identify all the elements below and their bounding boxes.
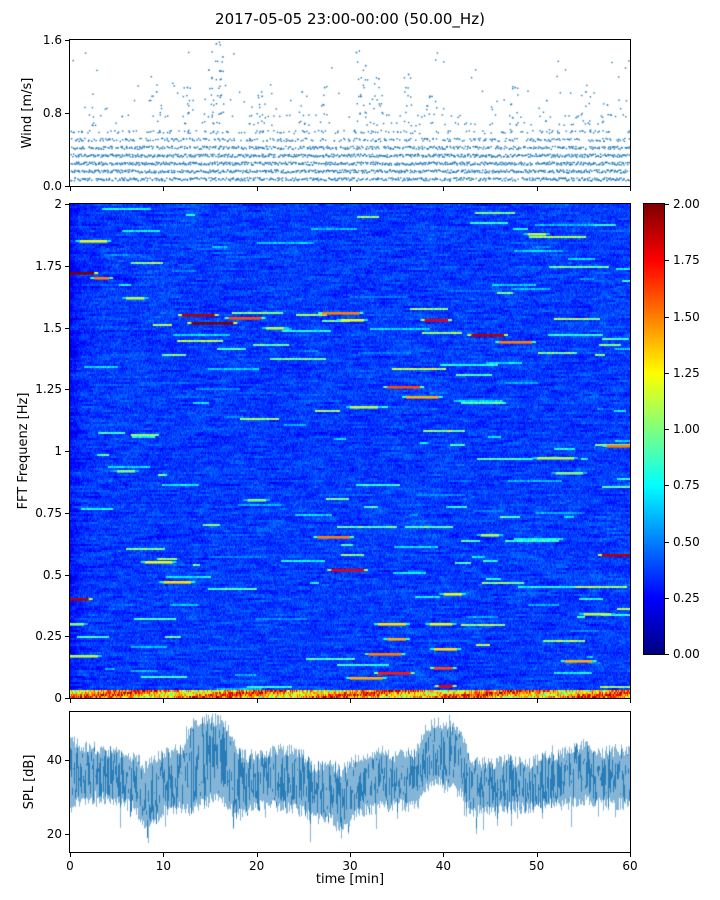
x-tick-label: 60 (622, 859, 638, 873)
spl-y-tick-label: 20 (46, 826, 62, 841)
tick-mark (163, 853, 165, 857)
wind-y-tick-label: 0.8 (42, 106, 62, 120)
colorbar (643, 203, 665, 655)
tick-mark (65, 265, 69, 267)
tick-mark (665, 485, 669, 487)
tick-mark (65, 574, 69, 576)
fft-y-tick-label: 1.75 (35, 258, 62, 273)
cbar-tick-label: 1.50 (673, 309, 700, 324)
tick-mark (350, 187, 351, 191)
spl-y-tick-label: 40 (46, 752, 62, 767)
tick-mark (665, 260, 669, 262)
tick-mark (65, 40, 69, 41)
tick-mark (70, 187, 71, 191)
tick-mark (665, 541, 669, 543)
x-axis-label: time [min] (315, 872, 385, 887)
tick-mark (665, 204, 669, 205)
tick-mark (65, 186, 69, 187)
tick-mark (65, 451, 69, 452)
tick-mark (665, 654, 669, 655)
fft-y-tick-label: 1 (54, 444, 62, 458)
tick-mark (536, 699, 538, 703)
wind-y-tick-label: 0.0 (42, 179, 62, 193)
cbar-tick-label: 1.00 (673, 422, 700, 436)
tick-mark (256, 699, 258, 703)
tick-mark (65, 327, 69, 329)
spl-y-axis-label: SPL [dB] (22, 754, 37, 810)
x-tick-label: 50 (529, 859, 545, 873)
tick-mark (443, 699, 445, 703)
tick-mark (665, 429, 669, 430)
tick-mark (665, 597, 669, 599)
fft-y-tick-label: 0.5 (42, 567, 62, 582)
tick-mark (256, 853, 258, 857)
fft-y-tick-label: 2 (54, 197, 62, 211)
tick-mark (350, 699, 351, 703)
wind-scatter-plot (69, 39, 631, 187)
spectrogram-heatmap (69, 203, 631, 699)
tick-mark (70, 853, 71, 857)
fft-y-tick-label: 0.75 (35, 505, 62, 520)
cbar-tick-label: 2.00 (673, 197, 700, 211)
tick-mark (443, 187, 445, 191)
tick-mark (163, 187, 165, 191)
tick-mark (443, 853, 445, 857)
fft-y-tick-label: 0.25 (35, 629, 62, 644)
tick-mark (65, 204, 69, 205)
tick-mark (70, 699, 71, 703)
cbar-tick-label: 0.75 (673, 478, 700, 493)
fft-y-tick-label: 1.25 (35, 382, 62, 397)
cbar-tick-label: 0.00 (673, 647, 700, 661)
cbar-tick-label: 1.25 (673, 365, 700, 380)
tick-mark (65, 113, 69, 114)
x-tick-label: 20 (249, 859, 265, 873)
tick-mark (665, 316, 669, 318)
spl-line-plot (69, 711, 631, 853)
tick-mark (630, 187, 631, 191)
x-tick-label: 30 (342, 859, 358, 873)
tick-mark (630, 853, 631, 857)
x-tick-label: 0 (66, 859, 74, 873)
fft-y-tick-label: 1.5 (42, 320, 62, 335)
tick-mark (65, 636, 69, 638)
tick-mark (630, 699, 631, 703)
x-tick-label: 40 (435, 859, 451, 873)
tick-mark (256, 187, 258, 191)
tick-mark (65, 698, 69, 699)
tick-mark (65, 759, 69, 761)
tick-mark (665, 372, 669, 374)
cbar-tick-label: 0.50 (673, 534, 700, 549)
tick-mark (350, 853, 351, 857)
tick-mark (536, 187, 538, 191)
tick-mark (65, 389, 69, 391)
chart-title: 2017-05-05 23:00-00:00 (50.00_Hz) (215, 10, 485, 28)
x-tick-label: 10 (155, 859, 171, 873)
tick-mark (163, 699, 165, 703)
cbar-tick-label: 0.25 (673, 590, 700, 605)
fft-y-tick-label: 0 (54, 691, 62, 705)
cbar-tick-label: 1.75 (673, 253, 700, 268)
tick-mark (65, 512, 69, 514)
tick-mark (65, 833, 69, 835)
wind-y-tick-label: 1.6 (42, 33, 62, 47)
tick-mark (536, 853, 538, 857)
